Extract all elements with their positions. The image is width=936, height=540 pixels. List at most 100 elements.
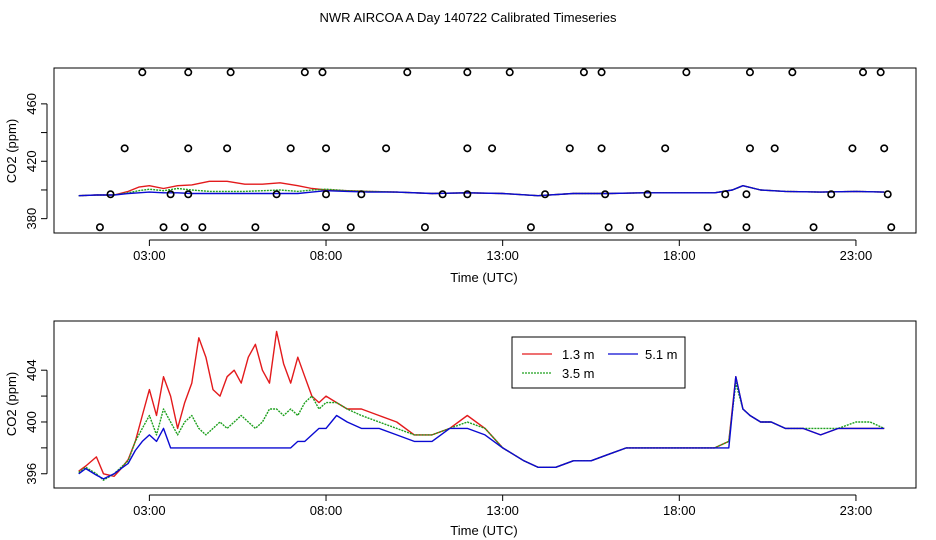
top-scatter-point — [251, 223, 260, 232]
bottom-x-tick-label: 18:00 — [663, 503, 696, 518]
top-scatter-point — [198, 223, 207, 232]
top-scatter-point — [318, 68, 327, 77]
top-scatter-point — [526, 223, 535, 232]
top-x-tick-label: 08:00 — [310, 248, 343, 263]
top-scatter-point — [682, 68, 691, 77]
legend-label-3-5m: 3.5 m — [562, 366, 595, 381]
top-scatter-point — [887, 223, 896, 232]
top-scatter-point — [184, 68, 193, 77]
top-scatter-point — [180, 223, 189, 232]
top-scatter-point — [601, 190, 610, 199]
top-scatter-point — [883, 190, 892, 199]
top-scatter-point — [859, 68, 868, 77]
top-scatter-point — [403, 68, 412, 77]
top-panel: 03:00 08:00 13:00 18:00 23:00 380 420 460 Time… — [4, 67, 917, 285]
bottom-y-tick-label: 396 — [24, 463, 39, 485]
top-scatter-point — [827, 190, 836, 199]
bottom-x-axis: 03:00 08:00 13:00 18:00 23:00 — [133, 494, 873, 518]
top-x-axis-label: Time (UTC) — [450, 270, 517, 285]
top-scatter-points — [95, 68, 896, 232]
top-y-tick-label: 380 — [24, 208, 39, 230]
top-scatter-point — [463, 68, 472, 77]
top-scatter-point — [300, 68, 309, 77]
bottom-panel: 03:00 08:00 13:00 18:00 23:00 396 400 404 Time… — [4, 320, 917, 538]
top-scatter-point — [223, 144, 232, 153]
bottom-x-tick-label: 03:00 — [133, 503, 166, 518]
bottom-plot-frame — [53, 320, 917, 489]
top-scatter-point — [346, 223, 355, 232]
top-scatter-point — [721, 190, 730, 199]
bottom-x-axis-label: Time (UTC) — [450, 523, 517, 538]
top-scatter-point — [745, 144, 754, 153]
top-scatter-point — [505, 68, 514, 77]
top-scatter-point — [597, 68, 606, 77]
top-x-tick-label: 18:00 — [663, 248, 696, 263]
top-x-tick-label: 13:00 — [486, 248, 519, 263]
top-plot-frame — [53, 67, 917, 234]
top-scatter-point — [322, 144, 331, 153]
top-scatter-point — [742, 190, 751, 199]
top-x-tick-label: 03:00 — [133, 248, 166, 263]
top-scatter-point — [488, 144, 497, 153]
top-scatter-point — [322, 190, 331, 199]
top-scatter-point — [770, 144, 779, 153]
top-scatter-point — [357, 190, 366, 199]
top-y-axis: 380 420 460 — [24, 93, 48, 230]
bottom-y-tick-label: 400 — [24, 411, 39, 433]
top-scatter-point — [643, 190, 652, 199]
top-scatter-point — [106, 190, 115, 199]
top-scatter-point — [95, 223, 104, 232]
top-scatter-point — [184, 190, 193, 199]
top-scatter-point — [848, 144, 857, 153]
top-scatter-point — [159, 223, 168, 232]
top-x-axis: 03:00 08:00 13:00 18:00 23:00 — [133, 239, 873, 263]
top-scatter-point — [809, 223, 818, 232]
top-y-axis-label: CO2 (ppm) — [4, 119, 19, 183]
bottom-x-tick-label: 13:00 — [486, 503, 519, 518]
top-y-tick-label: 460 — [24, 93, 39, 115]
bottom-x-tick-label: 23:00 — [840, 503, 873, 518]
top-scatter-point — [226, 68, 235, 77]
top-scatter-point — [322, 223, 331, 232]
top-scatter-point — [604, 223, 613, 232]
legend-label-5-1m: 5.1 m — [645, 347, 678, 362]
top-y-tick-label: 420 — [24, 150, 39, 172]
bottom-y-tick-label: 404 — [24, 359, 39, 381]
legend-label-1-3m: 1.3 m — [562, 347, 595, 362]
top-series-line-5-1-m — [78, 184, 885, 197]
bottom-y-axis: 396 400 404 — [24, 359, 48, 485]
legend: 1.3 m 3.5 m 5.1 m — [511, 336, 686, 389]
top-scatter-point — [438, 190, 447, 199]
bottom-y-axis-label: CO2 (ppm) — [4, 372, 19, 436]
top-scatter-point — [541, 190, 550, 199]
bottom-series-line-3-5-m — [78, 382, 885, 481]
top-scatter-point — [625, 223, 634, 232]
top-scatter-point — [745, 68, 754, 77]
top-scatter-point — [703, 223, 712, 232]
top-scatter-point — [138, 68, 147, 77]
top-scatter-point — [579, 68, 588, 77]
figure-title: NWR AIRCOA A Day 140722 Calibrated Times… — [320, 10, 617, 25]
top-series-lines — [78, 180, 885, 197]
top-scatter-point — [420, 223, 429, 232]
top-scatter-point — [880, 144, 889, 153]
top-scatter-point — [565, 144, 574, 153]
top-scatter-point — [463, 190, 472, 199]
top-scatter-point — [166, 190, 175, 199]
bottom-series-line-1-3-m — [78, 330, 885, 477]
top-scatter-point — [742, 223, 751, 232]
bottom-series-lines — [78, 330, 885, 481]
top-scatter-point — [120, 144, 129, 153]
legend-box — [511, 336, 686, 389]
top-scatter-point — [463, 144, 472, 153]
top-scatter-point — [382, 144, 391, 153]
top-scatter-point — [876, 68, 885, 77]
top-scatter-point — [661, 144, 670, 153]
bottom-x-tick-label: 08:00 — [310, 503, 343, 518]
top-scatter-point — [597, 144, 606, 153]
top-scatter-point — [184, 144, 193, 153]
top-scatter-point — [788, 68, 797, 77]
top-x-tick-label: 23:00 — [840, 248, 873, 263]
top-scatter-point — [272, 190, 281, 199]
